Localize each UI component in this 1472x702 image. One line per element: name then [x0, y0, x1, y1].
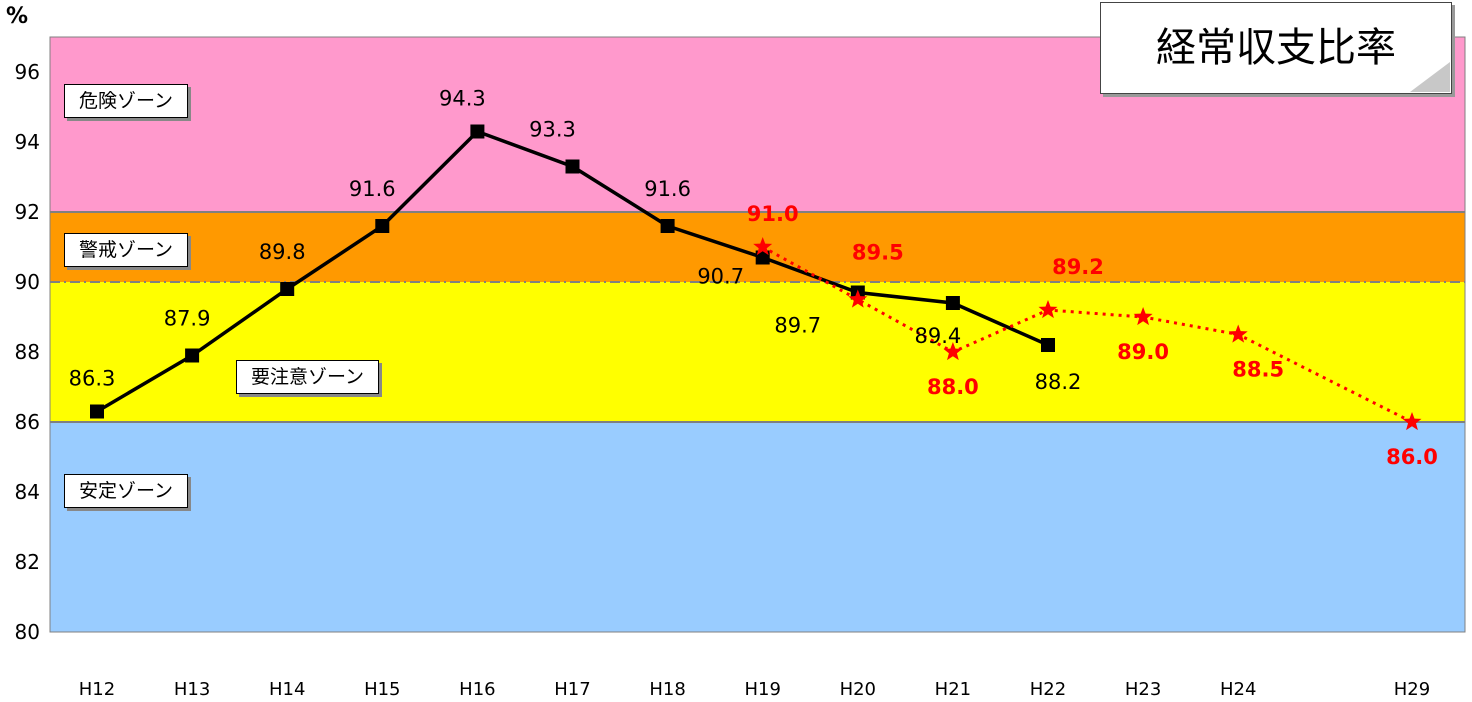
- y-tick-label: 84: [15, 480, 40, 504]
- series-marker-actual: [375, 219, 390, 233]
- y-tick-label: 82: [15, 550, 40, 574]
- y-tick-label: 88: [15, 340, 40, 364]
- data-label: 87.9: [164, 307, 211, 331]
- y-axis-ticks: 96 94 92 90 88 86 84 82 80: [15, 60, 40, 644]
- chart-title: 経常収支比率: [1100, 2, 1452, 94]
- series-marker-actual: [280, 282, 295, 296]
- data-label: 88.2: [1035, 370, 1082, 394]
- data-label: 89.0: [1117, 340, 1169, 364]
- x-tick-label: H21: [935, 679, 971, 700]
- data-label: 91.6: [644, 177, 691, 201]
- data-label: 90.7: [697, 265, 744, 289]
- y-tick-label: 94: [15, 130, 40, 154]
- data-label: 88.0: [927, 375, 979, 399]
- title-fold-decoration: [1410, 62, 1450, 92]
- x-tick-label: H17: [554, 679, 590, 700]
- data-label: 93.3: [529, 118, 576, 142]
- y-tick-label: 90: [15, 270, 40, 294]
- y-tick-label: 96: [15, 60, 40, 84]
- series-marker-actual: [185, 348, 200, 363]
- series-marker-actual: [470, 124, 485, 139]
- series-marker-actual: [660, 219, 675, 233]
- x-tick-label: H15: [364, 679, 400, 700]
- y-tick-label: 86: [15, 410, 40, 434]
- zone-band-2: [50, 282, 1465, 422]
- plot-border: [49, 36, 1466, 633]
- y-axis-unit: %: [6, 4, 29, 29]
- data-label: 89.8: [259, 240, 306, 264]
- y-tick-label: 92: [15, 200, 40, 224]
- data-label: 88.5: [1232, 358, 1284, 382]
- x-tick-label: H24: [1220, 679, 1256, 700]
- x-tick-label: H18: [649, 679, 685, 700]
- x-tick-label: H13: [174, 679, 210, 700]
- x-tick-label: H20: [840, 679, 876, 700]
- data-label: 89.7: [774, 314, 821, 338]
- x-tick-label: H16: [459, 679, 495, 700]
- data-label: 94.3: [439, 87, 486, 111]
- data-label: 91.6: [349, 177, 396, 201]
- series-marker-plan: [1133, 307, 1153, 326]
- series-marker-actual: [945, 296, 960, 310]
- x-tick-label: H19: [744, 679, 780, 700]
- x-tick-label: H29: [1394, 679, 1430, 700]
- series-marker-plan: [1402, 412, 1422, 431]
- series-marker-plan: [943, 342, 963, 361]
- data-label: 89.5: [852, 241, 904, 265]
- data-label: 89.2: [1052, 255, 1104, 279]
- series-marker-plan: [753, 237, 773, 256]
- data-label: 86.0: [1386, 445, 1438, 469]
- y-tick-label: 80: [15, 620, 40, 644]
- data-label: 89.4: [915, 324, 962, 348]
- series-marker-actual: [1041, 338, 1055, 352]
- zone-label-warning: 警戒ゾーン: [64, 233, 189, 267]
- data-labels: 86.3 87.9 89.8 91.6 94.3 93.3 91.6 90.7 89.7 89.4…: [69, 87, 1438, 470]
- series-marker-actual: [755, 250, 770, 265]
- zone-band-3: [50, 422, 1465, 632]
- x-tick-label: H12: [79, 679, 115, 700]
- x-tick-label: H14: [269, 679, 305, 700]
- series-marker-plan: [848, 289, 868, 308]
- zone-label-caution: 要注意ゾーン: [236, 360, 380, 394]
- series-marker-plan: [1038, 300, 1058, 319]
- series-lines: [90, 124, 1422, 431]
- series-marker-actual: [90, 404, 104, 419]
- zone-bands: [50, 37, 1465, 632]
- data-label: 91.0: [747, 202, 799, 226]
- x-tick-label: H23: [1125, 679, 1161, 700]
- x-axis-ticks: H12 H13 H14 H15 H16 H17 H18 H19 H20 H21 H22 H23 H24 H…: [79, 679, 1430, 700]
- data-label: 86.3: [69, 367, 116, 391]
- x-tick-label: H22: [1030, 679, 1066, 700]
- series-marker-actual: [565, 159, 580, 174]
- zone-label-danger: 危険ゾーン: [64, 84, 189, 118]
- zone-label-stable: 安定ゾーン: [64, 474, 189, 508]
- series-marker-plan: [1228, 324, 1248, 343]
